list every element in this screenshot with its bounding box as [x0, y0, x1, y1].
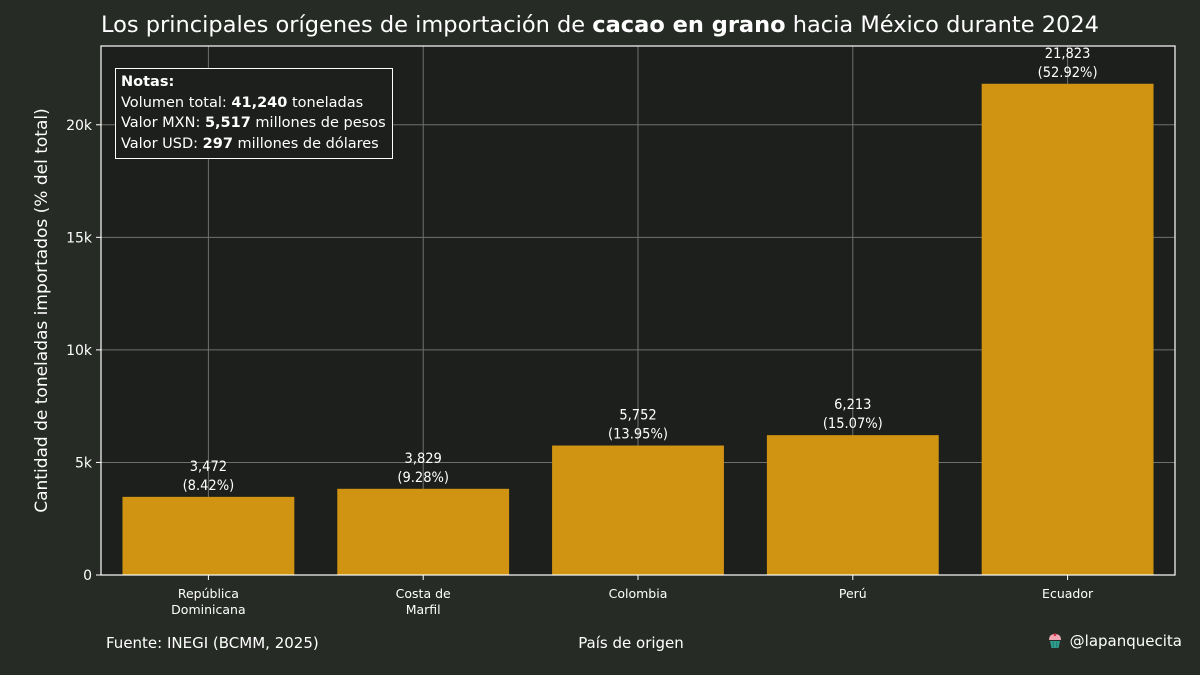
bar-percent-label: (8.42%): [183, 478, 235, 494]
notes-volume-unit: toneladas: [287, 94, 364, 111]
notes-mxn-unit: millones de pesos: [250, 115, 386, 131]
x-category-label: Perú: [839, 586, 867, 601]
bar: [337, 488, 510, 575]
x-axis-title: País de origen: [578, 634, 684, 652]
bar: [766, 435, 939, 575]
y-tick-label: 10k: [66, 343, 93, 359]
y-tick-label: 0: [83, 568, 92, 584]
chart-title-start: Los principales orígenes de importación …: [100, 12, 593, 38]
x-category-label: República: [178, 586, 239, 601]
x-category-label: Ecuador: [1042, 586, 1094, 601]
y-tick-label: 20k: [66, 118, 93, 134]
x-category-label: Colombia: [609, 586, 668, 601]
bar-value-label: 3,472: [190, 459, 227, 475]
x-category-label: Marfil: [406, 602, 441, 617]
bar: [981, 83, 1154, 576]
bar-value-label: 21,823: [1045, 46, 1091, 62]
plot-frame: [100, 45, 1176, 576]
notes-volume: Volumen total: 41,240 toneladas: [121, 93, 386, 114]
bar: [552, 445, 724, 575]
notes-mxn-value: 5,517: [204, 115, 251, 131]
notes-usd-unit: millones de dólares: [232, 135, 379, 152]
chart-title-bold: cacao en grano: [592, 12, 786, 38]
cupcake-icon: [1048, 633, 1061, 648]
notes-usd-label: Valor USD:: [121, 135, 203, 152]
source-note: Fuente: INEGI (BCMM, 2025): [106, 634, 319, 652]
bar-percent-label: (13.95%): [608, 427, 668, 443]
y-tick-label: 5k: [75, 455, 93, 471]
notes-mxn: Valor MXN: 5,517 millones de pesos: [121, 113, 386, 134]
y-tick-label: 15k: [66, 230, 93, 246]
chart-title-end: hacia México durante 2024: [785, 12, 1099, 38]
bar-percent-label: (52.92%): [1038, 65, 1098, 81]
x-category-label: Dominicana: [171, 602, 245, 617]
bar-value-label: 3,829: [405, 451, 442, 467]
notes-mxn-label: Valor MXN:: [121, 115, 205, 131]
bar-value-label: 6,213: [834, 397, 871, 413]
notes-box: Notas: Volumen total: 41,240 toneladas V…: [115, 68, 393, 159]
chart-title: Los principales orígenes de importación …: [0, 12, 1200, 38]
bar-value-label: 5,752: [619, 408, 656, 424]
credit-handle: @lapanquecita: [1069, 632, 1182, 650]
bar-percent-label: (9.28%): [397, 470, 449, 486]
notes-usd: Valor USD: 297 millones de dólares: [121, 134, 386, 155]
author-credit: @lapanquecita: [1047, 632, 1182, 650]
notes-heading: Notas:: [121, 74, 175, 90]
y-axis-title: Cantidad de toneladas importados (% del …: [32, 108, 52, 513]
bar-percent-label: (15.07%): [823, 416, 883, 432]
notes-usd-value: 297: [202, 135, 233, 152]
notes-volume-label: Volumen total:: [121, 94, 232, 111]
notes-volume-value: 41,240: [231, 94, 288, 111]
bar: [122, 496, 295, 575]
x-category-label: Costa de: [396, 586, 451, 601]
